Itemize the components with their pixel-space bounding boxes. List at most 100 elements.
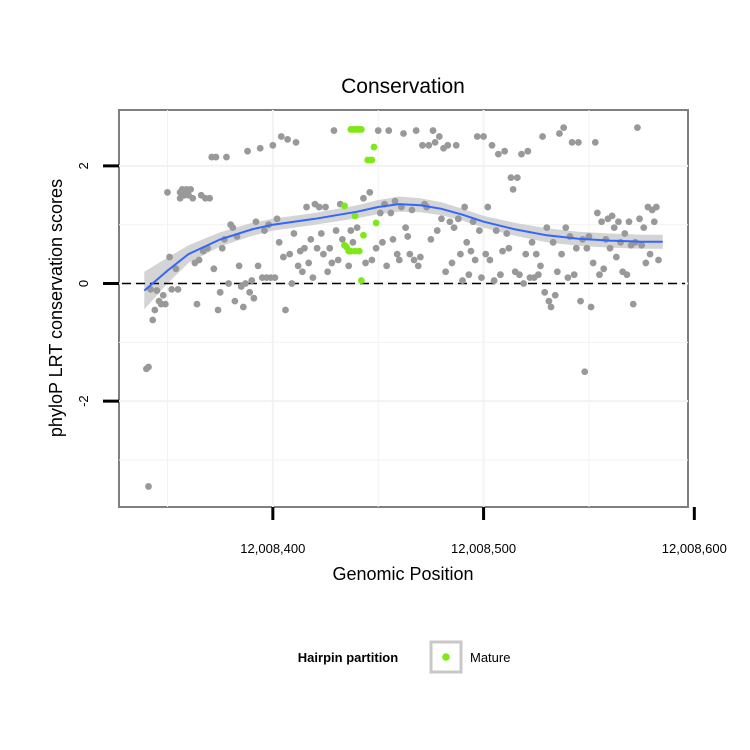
data-point [404,233,412,240]
data-point [629,300,637,308]
data-point [261,227,268,234]
data-point [655,256,662,264]
data-point [252,218,260,226]
data-point [505,244,513,252]
data-point [520,280,528,287]
data-point [461,203,469,211]
data-point [385,127,393,134]
data-point [187,186,195,193]
data-point [212,153,220,161]
data-point [347,227,355,234]
data-point [145,483,152,490]
data-point [593,209,601,217]
data-point [454,215,462,223]
data-point [235,262,243,270]
data-point [410,256,418,264]
data-point [642,259,650,267]
data-point [315,203,323,211]
data-point [374,127,382,134]
data-point [581,368,589,376]
data-point [463,238,471,246]
data-point [646,250,654,258]
data-point [465,271,473,279]
data-point [446,218,454,226]
data-point [414,262,422,270]
data-point [416,253,424,261]
data-point [172,265,180,273]
data-point [393,250,401,258]
mature-data-point [355,247,363,255]
data-point [570,271,578,279]
data-point [507,174,515,182]
data-point [288,280,296,287]
data-point [239,303,247,311]
data-point [248,277,256,284]
y-tick-label: 0 [76,280,91,287]
data-point [320,250,327,258]
data-point [303,203,310,211]
data-point [395,256,403,264]
data-point [623,271,631,279]
data-point [387,209,395,217]
data-point [551,291,559,299]
data-point [486,256,494,264]
mature-data-point [370,143,378,151]
data-point [475,227,483,234]
data-point [269,141,277,149]
data-point [541,288,549,296]
legend: Hairpin partition Mature [298,640,510,674]
data-point [153,287,161,294]
data-point [206,194,214,202]
data-point [256,144,264,152]
data-point [298,268,306,276]
data-point [625,218,633,226]
data-point [305,259,313,267]
data-point [553,268,561,276]
data-point [606,244,614,252]
data-point [330,127,338,134]
data-point [583,244,591,252]
data-point [589,259,597,267]
data-point [634,124,641,132]
mature-data-point [372,219,380,227]
data-point [338,235,346,243]
data-point [438,215,445,223]
data-point [596,271,603,279]
data-point [577,297,584,305]
data-point [301,244,308,252]
data-point [482,250,490,258]
mature-data-point [360,231,367,239]
data-point [575,138,582,146]
data-point [452,141,460,149]
data-point [591,138,599,146]
data-point [412,127,420,134]
data-point [528,238,536,246]
data-point [650,218,658,226]
data-point [408,206,416,214]
data-point [494,150,502,158]
data-point [652,203,660,211]
data-point [638,241,646,249]
data-point [292,138,300,146]
data-point [431,138,439,146]
legend-key [429,640,463,674]
data-point [271,274,279,282]
data-point [161,300,169,308]
smooth-line-layer [143,203,663,292]
data-point [545,297,553,305]
data-point [397,203,405,211]
data-point [492,227,500,234]
data-point [585,233,593,240]
data-point [587,303,595,311]
data-point [516,271,523,279]
data-point [334,256,342,264]
data-point [164,188,171,196]
data-point [534,271,542,279]
data-point [145,363,152,371]
data-point [448,259,456,267]
data-point [231,297,239,305]
data-point [349,238,357,246]
data-point [372,244,380,252]
data-point [543,224,551,232]
